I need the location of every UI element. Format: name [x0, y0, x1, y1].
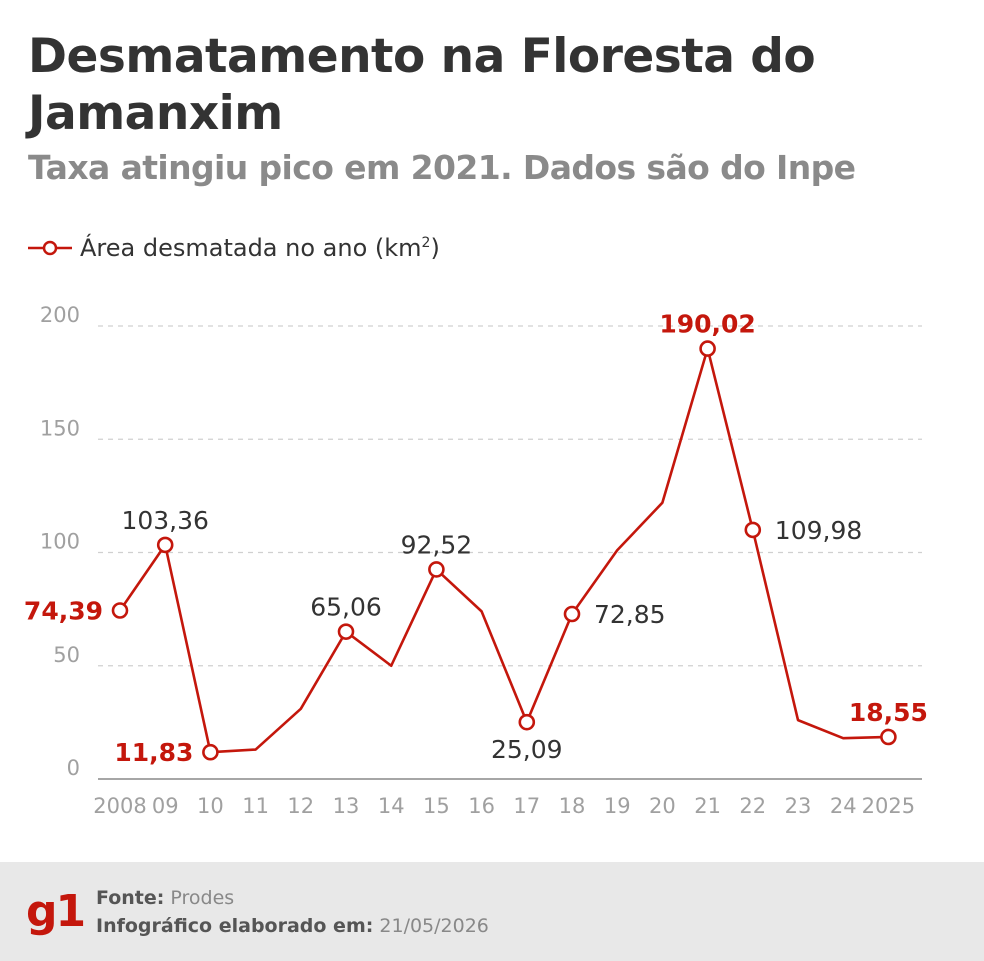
legend: Área desmatada no ano (km2): [28, 228, 440, 268]
data-label-2009: 103,36: [121, 506, 208, 535]
x-tick-label-2012: 12: [287, 794, 314, 818]
data-point-2009: [156, 536, 174, 554]
data-label-2008: 74,39: [24, 597, 103, 626]
data-label-2013: 65,06: [310, 593, 382, 622]
legend-label: Área desmatada no ano (km2): [80, 234, 440, 262]
data-point-2013: [337, 623, 355, 640]
x-tick-label-2009: 09: [152, 794, 179, 818]
data-label-2025: 18,55: [849, 698, 928, 727]
series-line: [118, 347, 889, 754]
y-tick-label-150: 150: [40, 416, 80, 440]
x-tick-label-2014: 14: [378, 794, 405, 818]
x-tick-label-2019: 19: [604, 794, 631, 818]
x-tick-label-2008: 2008: [93, 794, 146, 818]
data-point-2021: [699, 340, 716, 357]
x-tick-label-2015: 15: [423, 794, 450, 818]
x-tick-label-2010: 10: [197, 794, 224, 818]
x-tick-label-2013: 13: [333, 794, 360, 818]
data-label-2010: 11,83: [114, 738, 193, 767]
chart-subtitle: Taxa atingiu pico em 2021. Dados são do …: [28, 148, 856, 187]
source-value: Prodes: [170, 887, 235, 909]
data-label-2018: 72,85: [594, 600, 666, 629]
x-tick-label-2017: 17: [513, 794, 540, 818]
x-tick-label-2023: 23: [785, 794, 812, 818]
data-label-2021: 190,02: [659, 310, 755, 339]
legend-line-marker-icon: [28, 240, 72, 256]
x-tick-label-2025: 2025: [862, 794, 915, 818]
x-tick-label-2024: 24: [830, 794, 857, 818]
data-point-2008: [111, 602, 129, 619]
y-tick-label-100: 100: [40, 530, 80, 554]
data-point-2015: [428, 561, 445, 578]
data-label-2015: 92,52: [401, 530, 473, 559]
x-tick-label-2021: 21: [694, 794, 721, 818]
y-tick-label-0: 0: [67, 756, 80, 780]
x-tick-label-2020: 20: [649, 794, 676, 818]
x-tick-label-2022: 22: [739, 794, 766, 818]
date-label: Infográfico elaborado em:: [96, 915, 374, 937]
data-point-2018: [563, 605, 581, 623]
data-label-2022: 109,98: [775, 516, 862, 545]
data-point-2022: [744, 521, 762, 539]
source-line: Fonte: Prodes: [96, 887, 234, 909]
data-point-2025: [880, 728, 897, 746]
x-tick-label-2011: 11: [242, 794, 269, 818]
data-point-2010: [202, 743, 219, 761]
y-tick-label-200: 200: [40, 303, 80, 327]
x-tick-label-2018: 18: [559, 794, 586, 818]
data-point-2017: [518, 713, 536, 731]
x-tick-label-2016: 16: [468, 794, 495, 818]
y-tick-label-50: 50: [53, 643, 80, 667]
source-label: Fonte:: [96, 887, 165, 909]
date-line: Infográfico elaborado em: 21/05/2026: [96, 915, 489, 937]
chart-title: Desmatamento na Floresta do Jamanxim: [28, 29, 816, 141]
footer: g1 Fonte: Prodes Infográfico elaborado e…: [0, 862, 984, 961]
data-label-2017: 25,09: [491, 735, 563, 764]
line-chart: 0 50 100 150 200 2008 09 10 11 12 13 14 15 16 17 18 19 20…: [24, 303, 928, 818]
date-value: 21/05/2026: [379, 915, 489, 937]
g1-logo: g1: [26, 886, 86, 937]
